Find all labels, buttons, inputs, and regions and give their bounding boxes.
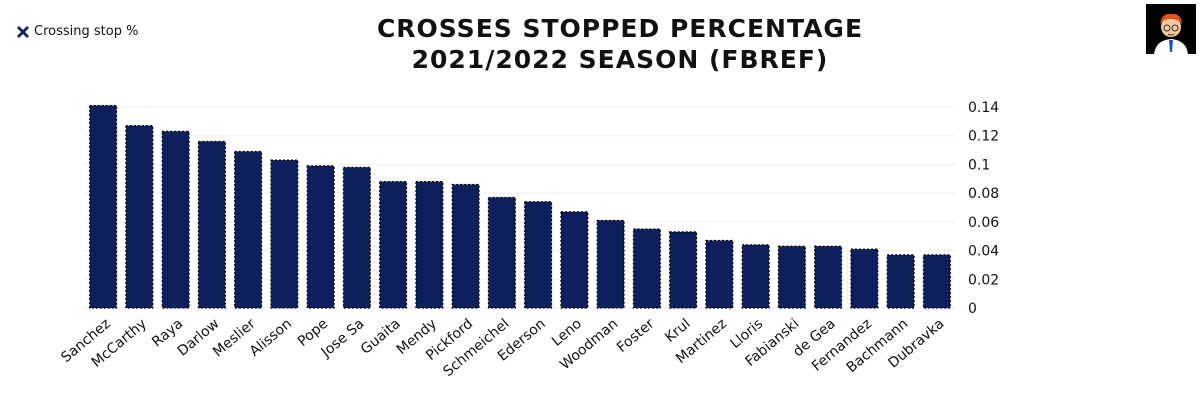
bar bbox=[705, 239, 734, 309]
x-tick-label: Foster bbox=[614, 316, 658, 356]
y-tick-label: 0.04 bbox=[968, 244, 999, 260]
bar bbox=[161, 130, 190, 309]
bar bbox=[487, 196, 516, 309]
bar bbox=[596, 219, 625, 309]
bar bbox=[922, 254, 951, 309]
chart-subtitle: 2021/2022 SEASON (FBREF) bbox=[411, 45, 829, 74]
chart-title: CROSSES STOPPED PERCENTAGE bbox=[376, 14, 864, 43]
cartoon-avatar-icon bbox=[1146, 4, 1196, 54]
cross-marker-icon bbox=[17, 25, 29, 38]
bar bbox=[451, 183, 480, 309]
bar bbox=[306, 165, 335, 309]
y-tick-label: 0.12 bbox=[968, 129, 999, 145]
x-tick-label: Alisson bbox=[247, 316, 295, 360]
bar bbox=[777, 245, 806, 309]
bar bbox=[342, 166, 371, 309]
bar bbox=[560, 211, 589, 309]
bar bbox=[234, 150, 263, 309]
bar bbox=[632, 228, 661, 309]
bar bbox=[886, 254, 915, 309]
legend: Crossing stop % bbox=[16, 24, 138, 39]
y-tick-label: 0.1 bbox=[968, 157, 990, 173]
bar bbox=[125, 125, 154, 309]
bar bbox=[89, 104, 118, 309]
bar bbox=[850, 248, 879, 309]
bar bbox=[669, 231, 698, 309]
y-tick-label: 0.08 bbox=[968, 186, 999, 202]
bar bbox=[379, 181, 408, 309]
y-tick-label: 0 bbox=[968, 301, 977, 317]
legend-label: Crossing stop % bbox=[34, 24, 139, 39]
bar bbox=[197, 140, 226, 309]
bar bbox=[814, 245, 843, 309]
y-tick-label: 0.14 bbox=[968, 100, 999, 116]
y-tick-label: 0.02 bbox=[968, 272, 999, 288]
bar bbox=[524, 201, 553, 309]
bar bbox=[415, 181, 444, 309]
bar bbox=[741, 244, 770, 309]
bar bbox=[270, 159, 299, 309]
x-tick-label: Guaita bbox=[358, 316, 404, 358]
y-tick-label: 0.06 bbox=[968, 215, 999, 231]
